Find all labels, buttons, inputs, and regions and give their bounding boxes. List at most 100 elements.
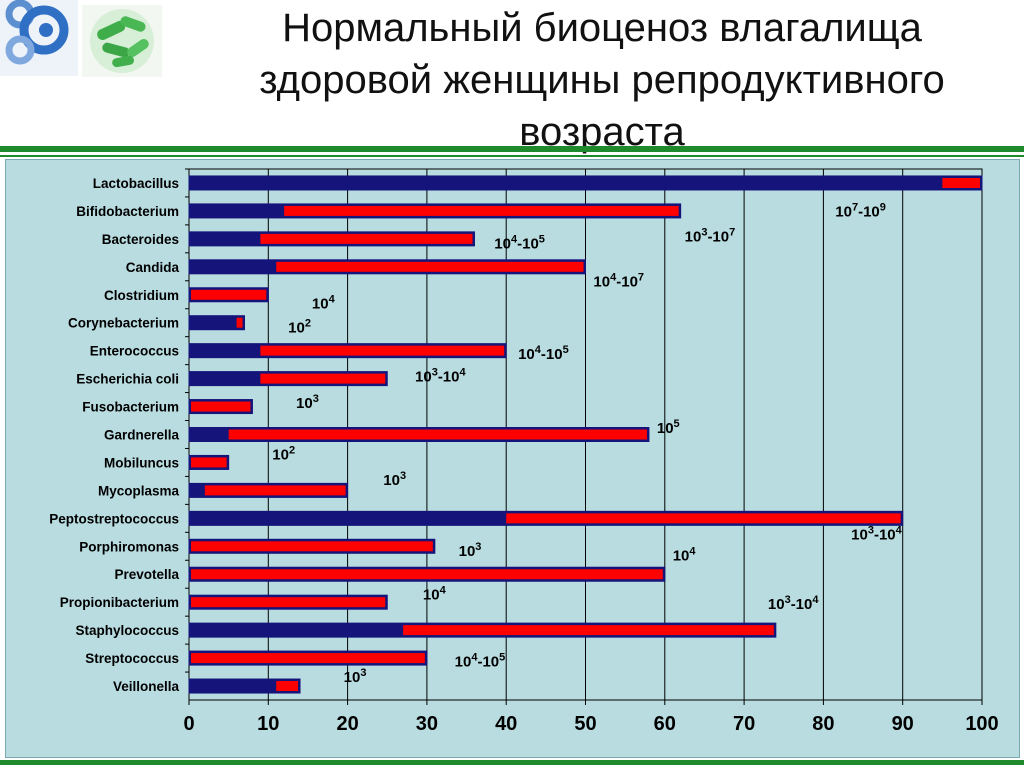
x-tick-label: 0	[183, 713, 194, 735]
category-label: Lactobacillus	[93, 176, 179, 191]
x-tick-label: 60	[654, 713, 676, 735]
annotation-base: -10	[858, 204, 880, 221]
annotation-exponent: 4	[689, 545, 696, 557]
bar-segment-base	[189, 203, 285, 218]
range-annotation: 102	[288, 317, 311, 336]
annotation-base: 10	[673, 547, 690, 564]
bar-segment-overlay	[191, 401, 251, 412]
annotation-base: -10	[791, 596, 813, 613]
bar-segment-overlay	[403, 625, 774, 636]
bar-segment-overlay	[506, 513, 901, 524]
x-tick-label: 50	[574, 713, 596, 735]
annotation-base: 10	[494, 236, 511, 253]
bar-segment-overlay	[191, 597, 386, 608]
range-annotation: 103-104	[768, 594, 820, 613]
bar-segment-overlay	[191, 457, 227, 468]
category-label: Peptostreptococcus	[49, 511, 179, 526]
annotation-base: -10	[541, 346, 563, 363]
range-annotation: 104-107	[593, 271, 644, 290]
annotation-base: 10	[296, 395, 313, 412]
category-label: Bifidobacterium	[76, 204, 179, 219]
category-label: Bacteroides	[102, 232, 179, 247]
annotation-exponent: 9	[880, 202, 886, 214]
annotation-exponent: 4	[535, 344, 542, 356]
annotation-exponent: 3	[360, 667, 366, 679]
range-annotation: 104-105	[494, 234, 545, 253]
bar-segment-overlay	[191, 541, 433, 552]
range-annotation: 104	[423, 584, 447, 603]
category-label: Veillonella	[113, 679, 180, 694]
category-label: Candida	[126, 260, 180, 275]
annotation-base: 10	[593, 273, 610, 290]
bar-segment-overlay	[284, 205, 679, 216]
bottom-rule	[0, 760, 1024, 765]
category-label: Enterococcus	[90, 344, 179, 359]
category-label: Porphiromonas	[79, 539, 179, 554]
range-annotation: 103	[344, 667, 367, 686]
annotation-exponent: 5	[563, 344, 569, 356]
bar-segment-overlay	[260, 233, 473, 244]
x-tick-label: 80	[812, 713, 834, 735]
annotation-base: 10	[685, 229, 702, 246]
x-tick-label: 90	[892, 713, 914, 735]
x-tick-label: 10	[257, 713, 279, 735]
annotation-exponent: 5	[674, 418, 680, 430]
annotation-exponent: 3	[400, 470, 406, 482]
range-annotation: 107-109	[835, 202, 886, 221]
annotation-base: -10	[438, 368, 460, 385]
annotation-exponent: 3	[313, 393, 319, 405]
range-annotation: 103-104	[415, 366, 467, 385]
bar-segment-base	[189, 483, 205, 498]
annotation-exponent: 7	[729, 227, 735, 239]
bar-segment-base	[189, 231, 261, 246]
category-label: Propionibacterium	[60, 595, 179, 610]
annotation-base: 10	[415, 368, 432, 385]
annotation-exponent: 5	[499, 651, 505, 663]
bar-segment-overlay	[942, 177, 980, 188]
category-label: Corynebacterium	[68, 316, 179, 331]
annotation-base: 10	[657, 420, 674, 437]
category-label: Escherichia coli	[76, 372, 179, 387]
annotation-base: 10	[851, 526, 868, 543]
bar-segment-overlay	[204, 485, 346, 496]
annotation-base: 10	[459, 543, 476, 560]
annotation-exponent: 2	[289, 445, 295, 457]
range-annotation: 103	[459, 541, 482, 560]
bar-segment-overlay	[236, 317, 243, 328]
bar-segment-overlay	[191, 289, 267, 300]
annotation-exponent: 4	[329, 294, 336, 306]
annotation-exponent: 7	[638, 271, 644, 283]
annotation-exponent: 5	[539, 234, 545, 246]
chart-area: 0 10 20 30 40 50 60 70 80 90 100 Lactobacillus Bifid…	[5, 159, 1020, 758]
annotation-exponent: 3	[785, 594, 791, 606]
slide-title-line-1: Нормальный биоценоз влагалища	[282, 6, 922, 50]
x-tick-label: 30	[416, 713, 438, 735]
range-annotation: 104	[312, 294, 336, 313]
rings-logo-icon	[0, 0, 78, 76]
category-label: Gardnerella	[104, 428, 180, 443]
bar-segment-overlay	[276, 261, 584, 272]
annotation-base: 10	[455, 653, 472, 670]
annotation-base: 10	[288, 319, 305, 336]
bar-segment-overlay	[260, 373, 386, 384]
annotation-exponent: 2	[305, 317, 311, 329]
range-annotation: 104-105	[455, 651, 506, 670]
x-tick-label: 20	[336, 713, 358, 735]
range-annotation: 104	[673, 545, 697, 564]
annotation-base: 10	[423, 586, 440, 603]
bar-chart: 0 10 20 30 40 50 60 70 80 90 100 Lactobacillus Bifid…	[49, 168, 999, 735]
top-rule-thick	[0, 146, 1024, 152]
annotation-exponent: 4	[610, 271, 617, 283]
annotation-base: -10	[477, 653, 499, 670]
annotation-exponent: 3	[432, 366, 438, 378]
bacteria-icon	[82, 5, 162, 77]
annotation-base: 10	[344, 669, 361, 686]
annotation-base: 10	[272, 447, 289, 464]
annotation-exponent: 7	[852, 202, 858, 214]
category-label: Clostridium	[104, 288, 179, 303]
annotation-base: 10	[768, 596, 785, 613]
annotation-base: -10	[874, 526, 896, 543]
bar-segment-base	[189, 259, 277, 274]
bar-segment-base	[189, 511, 507, 526]
category-label: Mobiluncus	[104, 455, 179, 470]
